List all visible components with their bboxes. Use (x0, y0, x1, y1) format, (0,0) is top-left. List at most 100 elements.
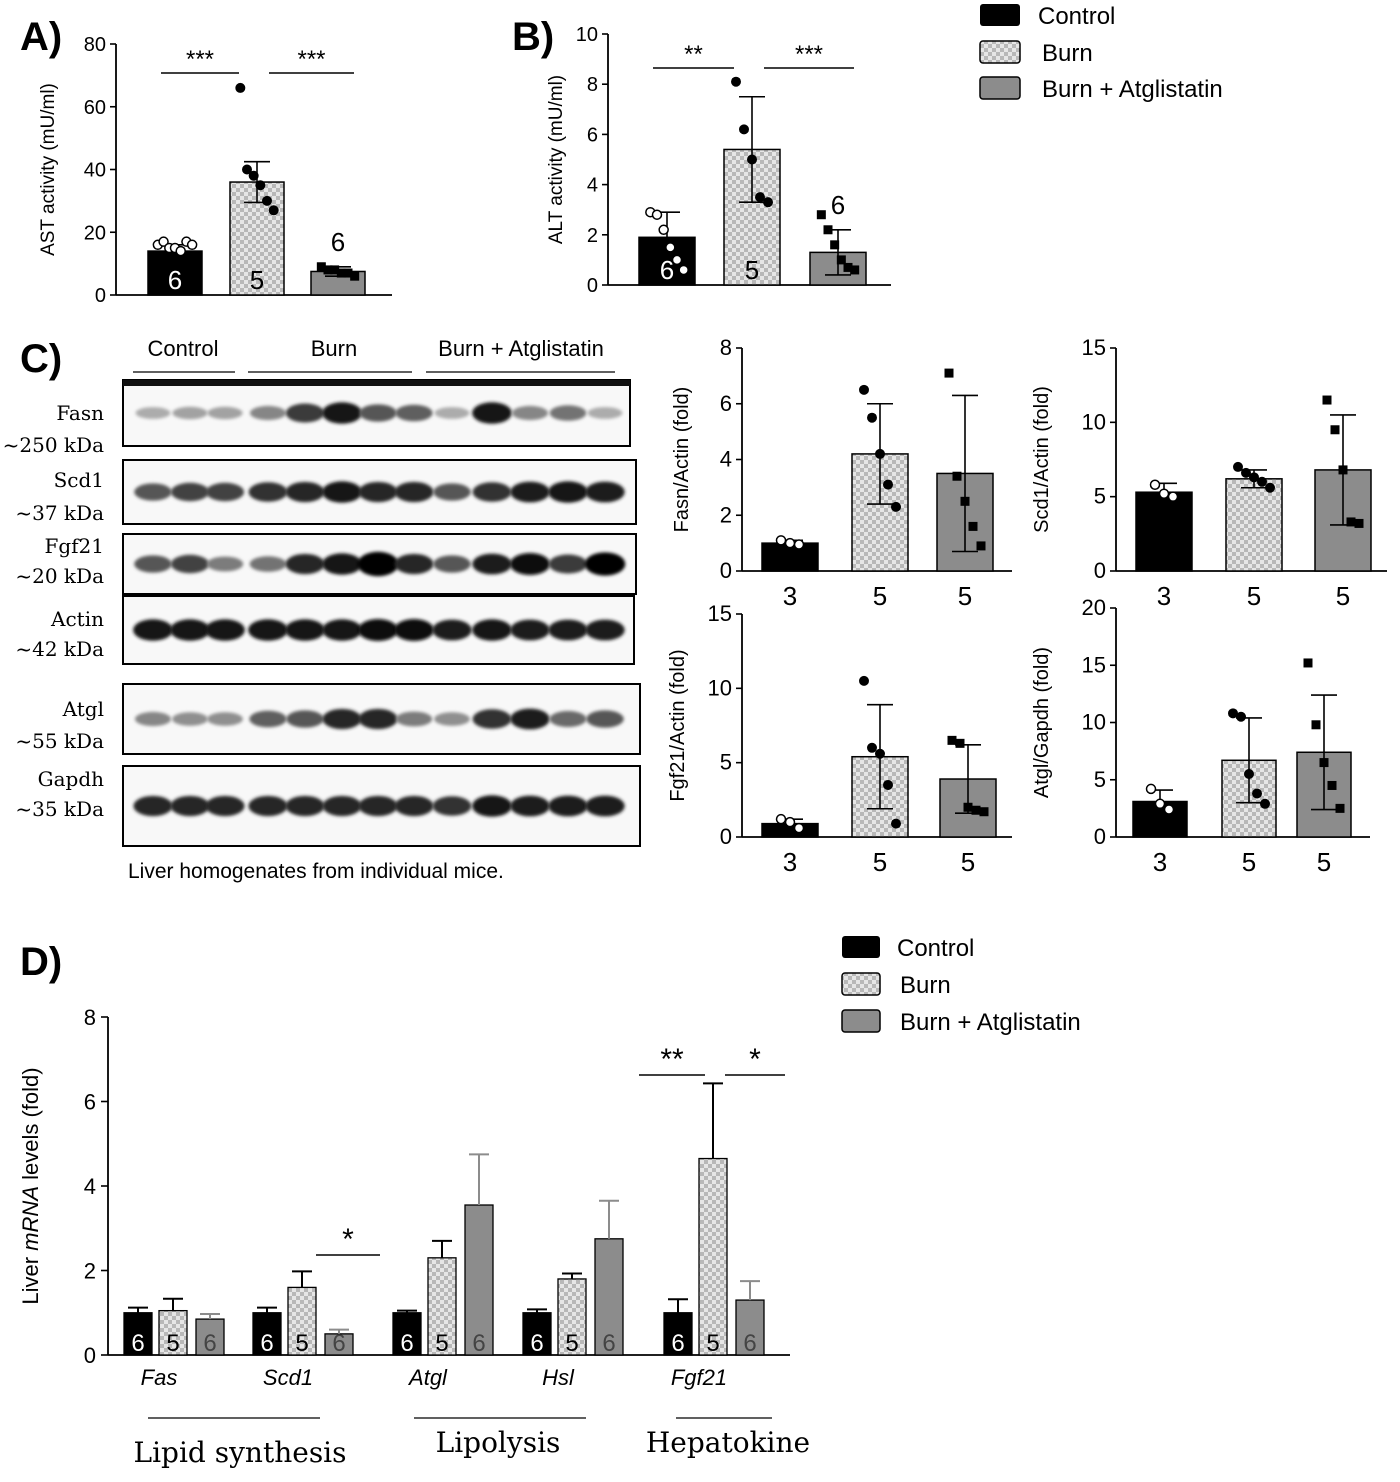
data-point (775, 813, 787, 825)
y-tick-label: 10 (708, 675, 732, 700)
y-tick-label: 10 (1082, 710, 1106, 735)
x-tick-label: Fas (141, 1365, 178, 1390)
bar-hsl-3 (594, 1238, 624, 1356)
x-tick-label: Atgl (407, 1365, 448, 1390)
blot-band (394, 481, 434, 503)
blot-band (207, 406, 243, 420)
n-label: 5 (706, 1330, 719, 1357)
y-axis-label: Fasn/Actin (fold) (671, 387, 693, 533)
n-label: 6 (660, 255, 674, 285)
legend-d-swatch-control (842, 936, 880, 958)
blot-band (472, 795, 512, 817)
data-point (1149, 479, 1161, 491)
blot-band (394, 795, 434, 817)
data-point (248, 170, 259, 181)
n-label: 5 (295, 1330, 308, 1357)
blot-band (434, 712, 470, 726)
data-point (823, 225, 833, 235)
y-tick-label: 60 (84, 97, 106, 119)
blot-band (170, 619, 210, 641)
x-tick-label: Fgf21 (671, 1365, 727, 1390)
blot-band (472, 619, 512, 641)
data-point (1330, 425, 1340, 435)
group-label-lipolysis: Lipolysis (436, 1426, 561, 1459)
blot-band (249, 710, 287, 728)
blot-band (285, 553, 325, 575)
blot-band (248, 619, 288, 641)
significance-label: *** (297, 46, 325, 73)
legend-label-control: Control (1038, 3, 1115, 30)
legend-label-atglistatin: Burn + Atglistatin (1042, 76, 1223, 103)
x-tick-label: 5 (873, 581, 887, 611)
blot-band (285, 481, 325, 503)
blot-caption: Liver homogenates from individual mice. (128, 860, 504, 883)
data-point (186, 239, 198, 251)
legend-label-burn: Burn (1042, 40, 1093, 67)
y-tick-label: 2 (587, 225, 598, 247)
x-tick-label: 3 (1153, 847, 1167, 877)
x-tick-label: 3 (783, 581, 797, 611)
n-label: 6 (743, 1330, 756, 1357)
blot-size-scd1: ~37 kDa (15, 501, 104, 525)
legend-d-swatch-burn (841, 972, 881, 996)
data-point (1249, 472, 1259, 483)
blot-band (359, 404, 397, 422)
data-point (1233, 461, 1243, 472)
blot-band (285, 619, 325, 641)
blot-band (205, 795, 245, 817)
blot-size-fasn: ~250 kDa (3, 433, 104, 457)
blot-band (206, 556, 244, 572)
y-tick-label: 15 (1082, 652, 1106, 677)
y-tick-label: 8 (84, 1005, 96, 1030)
blot-band (510, 795, 550, 817)
bar-fgf21-3 (735, 1299, 765, 1356)
n-label: 6 (400, 1330, 413, 1357)
bar-1 (147, 250, 203, 296)
x-tick-label: 5 (961, 847, 975, 877)
legend-d-label-burn: Burn (900, 972, 951, 999)
data-point (235, 82, 246, 93)
blot-band (433, 555, 471, 573)
legend-d-label-atglistatin: Burn + Atglistatin (900, 1009, 1081, 1036)
blot-band (510, 619, 550, 641)
x-tick-label: Scd1 (263, 1365, 313, 1390)
y-tick-label: 8 (720, 335, 732, 360)
significance-label: * (342, 1223, 354, 1256)
legend-swatch-atglistatin (979, 76, 1021, 100)
data-point (875, 448, 885, 459)
y-tick-label: 20 (1082, 595, 1106, 620)
data-point (859, 384, 869, 395)
data-point (784, 537, 796, 549)
blot-band (395, 404, 433, 422)
blot-band (322, 553, 362, 575)
data-point (793, 539, 805, 550)
data-point (891, 818, 901, 829)
data-point (1257, 476, 1267, 487)
blot-band (432, 796, 472, 816)
blot-band (207, 712, 243, 726)
data-point (775, 535, 787, 546)
blot-band (248, 482, 288, 502)
data-point (1338, 465, 1348, 475)
n-label: 6 (671, 1330, 684, 1357)
legend-swatch-control (980, 4, 1020, 26)
y-tick-label: 20 (84, 222, 106, 244)
n-label: 6 (530, 1330, 543, 1357)
y-tick-label: 4 (720, 447, 732, 472)
n-label: 5 (565, 1330, 578, 1357)
y-axis-label: Liver mRNA levels (fold) (18, 1067, 43, 1304)
y-tick-label: 6 (587, 124, 598, 146)
data-point (955, 738, 965, 748)
data-point (875, 748, 885, 759)
data-point (867, 412, 877, 423)
bar-scd1-2 (287, 1286, 317, 1356)
data-point (968, 521, 978, 531)
x-tick-label: 5 (1317, 847, 1331, 877)
bar-2 (1225, 478, 1283, 572)
y-axis-label: Atgl/Gapdh (fold) (1031, 647, 1053, 798)
blot-size-atgl: ~55 kDa (15, 729, 104, 753)
n-label: 5 (435, 1330, 448, 1357)
legend-d: Control Burn Burn + Atglistatin (841, 935, 1081, 1036)
